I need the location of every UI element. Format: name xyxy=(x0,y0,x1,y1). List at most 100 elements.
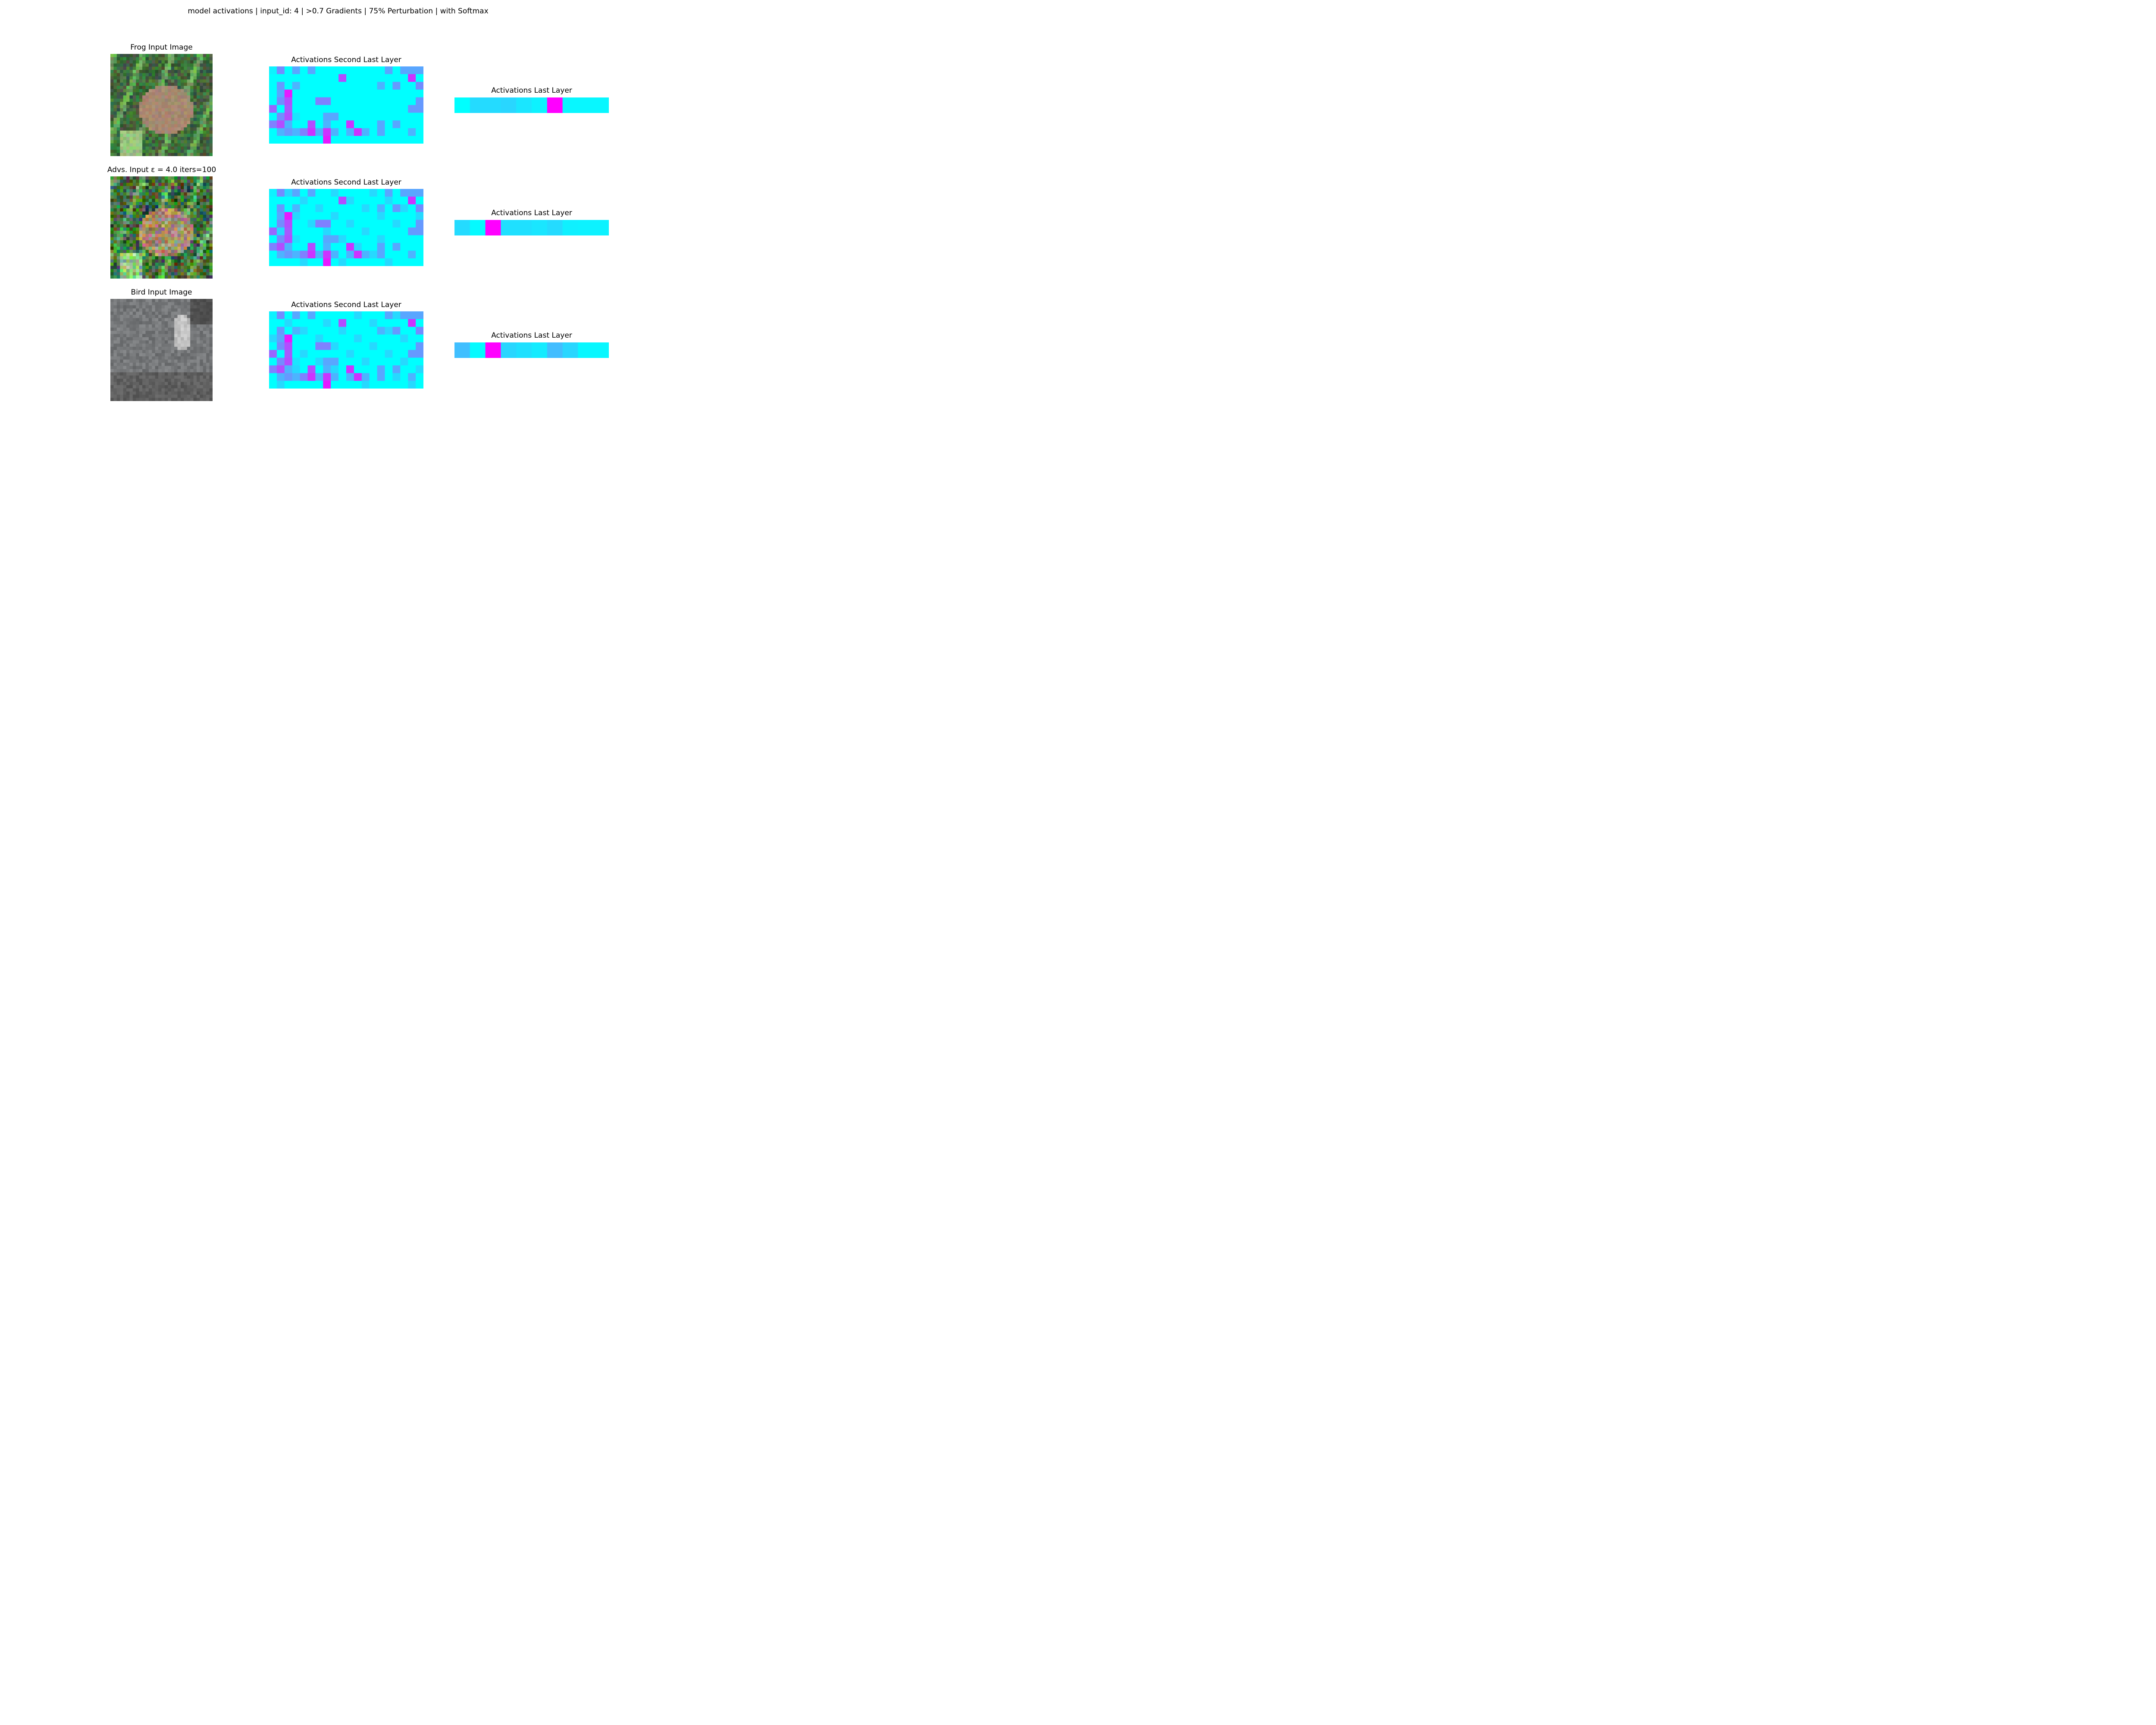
image-pixel xyxy=(132,353,136,357)
image-pixel xyxy=(123,382,127,386)
image-pixel xyxy=(190,63,194,67)
image-pixel xyxy=(142,243,146,247)
activation-cell xyxy=(408,113,416,121)
image-pixel xyxy=(164,118,168,122)
image-pixel xyxy=(110,66,114,70)
image-pixel xyxy=(174,79,178,83)
image-pixel xyxy=(196,127,200,131)
image-pixel xyxy=(136,250,140,254)
image-pixel xyxy=(123,66,127,70)
image-pixel xyxy=(187,134,191,138)
image-pixel xyxy=(209,321,213,325)
image-pixel xyxy=(209,73,213,77)
activation-cell xyxy=(276,89,285,98)
image-pixel xyxy=(145,256,149,260)
image-pixel xyxy=(177,350,181,354)
image-pixel xyxy=(116,121,120,125)
image-pixel xyxy=(116,127,120,131)
image-pixel xyxy=(174,92,178,96)
image-pixel xyxy=(184,70,188,73)
image-pixel xyxy=(120,321,124,325)
image-pixel xyxy=(193,224,197,228)
image-pixel xyxy=(132,134,136,138)
image-pixel xyxy=(139,372,143,376)
image-pixel xyxy=(187,308,191,312)
image-pixel xyxy=(164,146,168,150)
last-layer-cell xyxy=(547,97,563,113)
image-pixel xyxy=(113,269,117,273)
activation-cell xyxy=(276,66,285,75)
image-pixel xyxy=(145,398,149,401)
activation-cell xyxy=(361,365,370,373)
image-pixel xyxy=(177,366,181,370)
image-pixel xyxy=(171,143,175,147)
image-pixel xyxy=(113,250,117,254)
image-pixel xyxy=(184,137,188,141)
image-pixel xyxy=(129,334,133,338)
image-pixel xyxy=(132,186,136,190)
image-pixel xyxy=(126,214,130,218)
image-pixel xyxy=(187,382,191,386)
image-pixel xyxy=(126,114,130,118)
image-pixel xyxy=(209,331,213,334)
image-pixel xyxy=(155,234,159,238)
image-pixel xyxy=(139,253,143,257)
image-pixel xyxy=(126,324,130,328)
image-pixel xyxy=(148,218,152,222)
image-pixel xyxy=(187,272,191,276)
image-pixel xyxy=(203,76,207,80)
image-pixel xyxy=(184,73,188,77)
image-pixel xyxy=(174,146,178,150)
image-pixel xyxy=(139,356,143,360)
image-pixel xyxy=(209,379,213,383)
image-pixel xyxy=(142,327,146,331)
image-pixel xyxy=(136,388,140,392)
activation-cell xyxy=(392,235,401,243)
image-pixel xyxy=(196,366,200,370)
image-pixel xyxy=(196,353,200,357)
last-layer-cell xyxy=(562,342,578,358)
image-pixel xyxy=(190,350,194,354)
image-pixel xyxy=(203,150,207,154)
image-pixel xyxy=(148,311,152,315)
image-pixel xyxy=(187,105,191,109)
image-pixel xyxy=(155,321,159,325)
activation-cell xyxy=(346,251,354,259)
image-pixel xyxy=(206,266,210,270)
image-pixel xyxy=(203,86,207,89)
image-pixel xyxy=(142,134,146,138)
image-pixel xyxy=(184,57,188,61)
image-pixel xyxy=(193,311,197,315)
image-pixel xyxy=(110,318,114,322)
image-pixel xyxy=(184,395,188,398)
image-pixel xyxy=(196,76,200,80)
image-pixel xyxy=(161,253,165,257)
image-pixel xyxy=(190,391,194,395)
image-pixel xyxy=(148,221,152,225)
image-pixel xyxy=(174,372,178,376)
image-pixel xyxy=(145,82,149,86)
image-pixel xyxy=(190,302,194,306)
image-pixel xyxy=(148,195,152,199)
image-pixel xyxy=(148,150,152,154)
image-pixel xyxy=(206,176,210,180)
image-pixel xyxy=(120,211,124,215)
image-pixel xyxy=(120,124,124,128)
image-pixel xyxy=(139,127,143,131)
activation-cell xyxy=(276,113,285,121)
image-pixel xyxy=(132,230,136,234)
image-pixel xyxy=(126,221,130,225)
image-pixel xyxy=(142,359,146,363)
image-pixel xyxy=(123,98,127,102)
image-pixel xyxy=(152,318,156,322)
image-pixel xyxy=(196,240,200,244)
activation-cell xyxy=(315,373,323,381)
image-pixel xyxy=(155,150,159,154)
image-pixel xyxy=(113,234,117,238)
image-pixel xyxy=(196,253,200,257)
image-pixel xyxy=(180,382,184,386)
image-pixel xyxy=(187,321,191,325)
image-pixel xyxy=(139,150,143,154)
image-pixel xyxy=(158,211,162,215)
image-pixel xyxy=(110,121,114,125)
